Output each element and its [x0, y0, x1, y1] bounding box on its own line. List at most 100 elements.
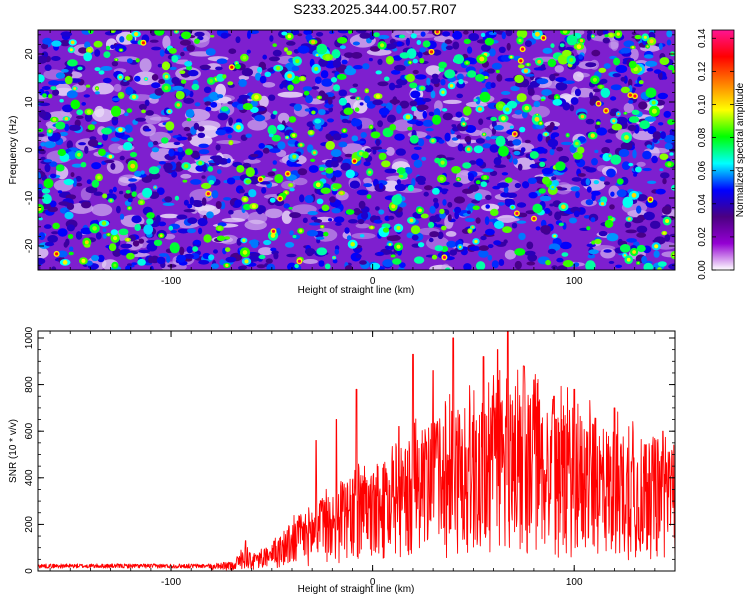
spectrogram-peak-core	[441, 90, 445, 94]
colorbar-ticks	[712, 37, 734, 271]
spectrogram-speckle	[147, 141, 154, 148]
spectrogram-speckle	[314, 76, 322, 84]
spectrogram-peak-core	[251, 204, 256, 209]
spectrogram-speckle	[596, 30, 604, 37]
spectrogram-speckle	[591, 158, 598, 166]
colorbar-label: Normalized spectral amplitude	[735, 82, 746, 217]
spectrogram-speckle	[388, 82, 396, 91]
spectrogram-speckle	[573, 262, 580, 267]
spectrogram-peak	[333, 84, 340, 92]
spectrogram-speckle	[363, 161, 371, 167]
spectrogram-speckle	[542, 47, 553, 54]
spectrogram-trough	[636, 161, 646, 167]
spectrogram-speckle	[119, 190, 124, 195]
spectrogram-peak-core	[368, 170, 372, 174]
spectrogram-speckle	[327, 96, 333, 105]
spectrogram-speckle	[452, 41, 460, 50]
spectrogram-speckle	[447, 214, 452, 222]
spectrogram-speckle	[651, 155, 658, 164]
spectrogram-peak-core	[627, 217, 631, 221]
spectrogram-speckle	[91, 121, 97, 125]
spectrogram-peak-core	[409, 61, 412, 64]
spectrogram-peak	[504, 177, 513, 183]
spectrogram-speckle	[211, 190, 219, 199]
spectrogram-speckle	[610, 191, 615, 197]
spectrogram-speckle	[433, 197, 439, 203]
spectrogram-speckle	[75, 231, 83, 240]
spectrogram-peak-core	[198, 161, 203, 165]
spectrogram-speckle	[394, 64, 406, 71]
spectrogram-speckle	[618, 149, 630, 157]
spectrogram-peak	[171, 55, 179, 63]
spectrogram-speckle	[488, 31, 497, 36]
spectrogram-speckle	[307, 144, 314, 153]
spectrogram-speckle	[527, 253, 538, 262]
spectrogram-speckle	[571, 177, 582, 182]
spectrogram-speckle	[412, 69, 419, 75]
colorbar-gradient	[712, 30, 734, 270]
spectrogram-speckle	[297, 168, 308, 176]
snr-x-tick-labels: -100 0 100	[161, 577, 583, 588]
spectrogram-speckle	[327, 118, 334, 123]
spectrogram-speckle	[373, 219, 383, 224]
spectrogram-speckle	[100, 66, 113, 71]
spectrogram-speckle	[574, 88, 582, 97]
spectrogram-peak	[271, 134, 281, 142]
spectrogram-speckle	[119, 36, 125, 43]
spectrogram-peak	[181, 31, 192, 40]
spectrogram-speckle	[44, 163, 51, 173]
spectrogram-speckle	[390, 69, 401, 75]
spectrogram-peak-core	[242, 55, 247, 60]
spectrogram-speckle	[124, 112, 129, 117]
spectrogram-speckle	[216, 94, 224, 99]
spectrogram-speckle	[228, 117, 234, 126]
spectrogram-speckle	[320, 70, 329, 79]
spectrogram-speckle	[111, 116, 119, 121]
spectrogram-speckle	[254, 114, 266, 122]
spectrogram-trough	[262, 82, 276, 88]
spectrogram-peak-core	[466, 147, 471, 151]
spectrogram-peak-core	[287, 34, 292, 39]
spectrogram-speckle	[428, 111, 435, 117]
spectrogram-peak	[316, 198, 324, 205]
spectrogram-speckle	[669, 128, 675, 135]
spectrogram-peak-core	[64, 117, 69, 121]
spectrogram-speckle	[522, 111, 528, 119]
spectrogram-peak	[362, 151, 369, 159]
spectrogram-peak-core	[672, 253, 675, 257]
spectrogram-speckle	[642, 150, 652, 160]
spectrogram-speckle	[658, 122, 664, 126]
spectrogram-peak-core	[526, 63, 530, 66]
spectrogram-peak-core	[154, 186, 157, 189]
spectrogram-speckle	[647, 126, 657, 135]
spectrogram-y-tick-label: 20	[24, 48, 35, 60]
spectrogram-speckle	[431, 73, 439, 79]
spectrogram-speckle	[84, 113, 93, 122]
spectrogram-speckle	[512, 139, 522, 146]
spectrogram-speckle	[475, 96, 481, 105]
spectrogram-speckle	[351, 135, 359, 142]
spectrogram-speckle	[377, 149, 388, 153]
spectrogram-speckle	[151, 147, 159, 153]
spectrogram-peak-core	[534, 116, 540, 122]
spectrogram-speckle	[272, 49, 282, 57]
spectrogram-speckle	[409, 100, 418, 107]
spectrogram-speckle	[131, 262, 138, 266]
spectrogram-peak	[490, 208, 499, 216]
spectrogram-speckle	[128, 178, 138, 182]
spectrogram-peak	[538, 188, 546, 194]
spectrogram-peak-core	[287, 73, 292, 79]
spectrogram-peak	[94, 67, 101, 72]
spectrogram-speckle	[591, 190, 601, 196]
spectrogram-speckle	[467, 46, 473, 54]
spectrogram-speckle	[425, 135, 432, 140]
spectrogram-peak-core	[321, 225, 324, 228]
spectrogram-speckle	[444, 39, 453, 45]
spectrogram-peak	[321, 204, 330, 212]
spectrogram-peak-core	[600, 202, 605, 206]
spectrogram-y-axis-label: Frequency (Hz)	[8, 116, 19, 185]
spectrogram-speckle	[291, 65, 300, 72]
spectrogram-peak	[325, 167, 334, 174]
spectrogram-peak-core	[667, 162, 672, 167]
